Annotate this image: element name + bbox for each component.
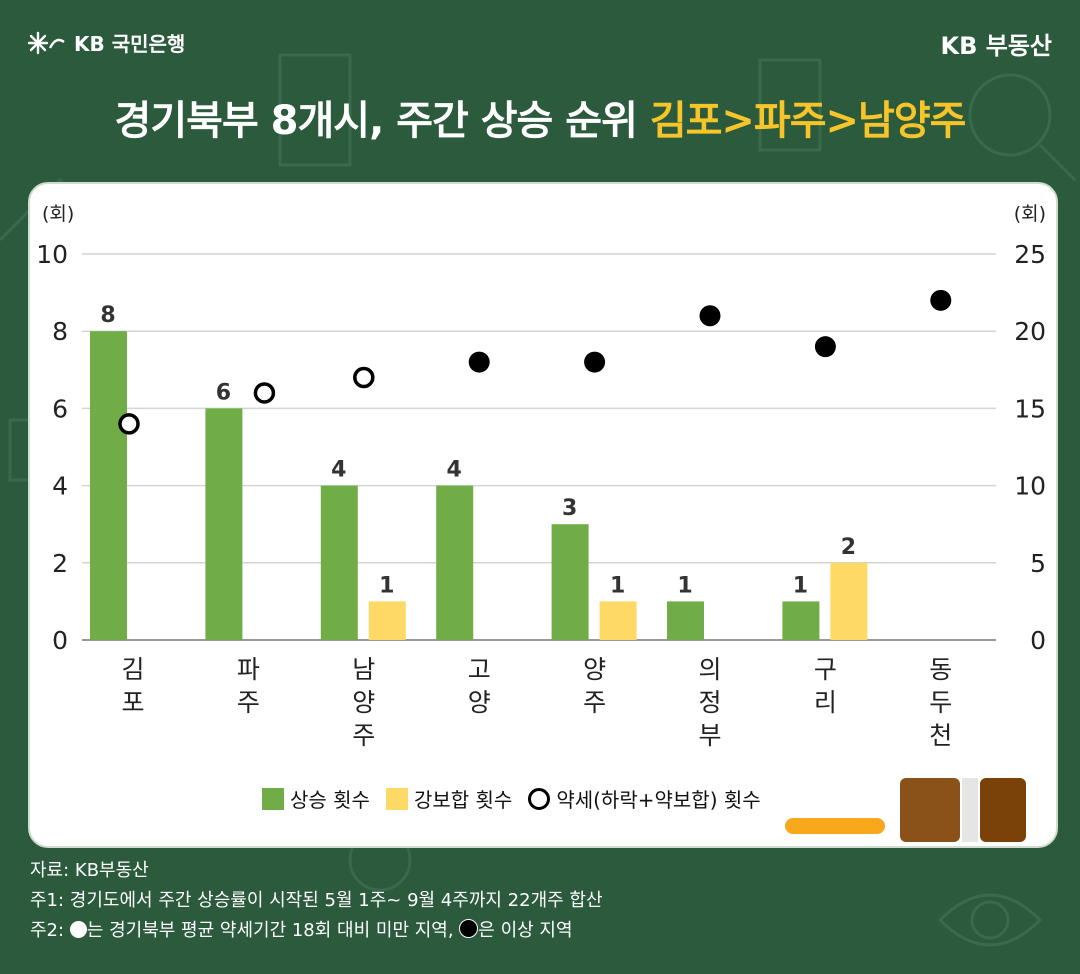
x-tick-label: 파 <box>237 655 260 684</box>
bar-label-flat: 1 <box>379 573 394 598</box>
legend-item-flat: 강보합 횟수 <box>385 784 513 813</box>
y-tick-right: 15 <box>1014 394 1046 423</box>
note-2-prefix: 주2: <box>30 920 70 941</box>
black-dot-icon <box>459 919 479 938</box>
note-2-end: 은 이상 지역 <box>478 920 573 941</box>
bar-label-rise: 4 <box>447 458 462 483</box>
y-tick-right: 0 <box>1030 626 1046 655</box>
y-axis-unit-right: (회) <box>1014 203 1046 225</box>
marker-weak-filled <box>468 351 490 373</box>
legend-marker-weak <box>528 787 551 810</box>
decoration-books-2 <box>900 778 1026 842</box>
x-tick-label: 주 <box>583 688 606 717</box>
x-tick-label: 김 <box>121 655 144 684</box>
y-tick-left: 4 <box>52 472 68 501</box>
y-tick-left: 6 <box>52 394 68 423</box>
marker-weak-filled <box>699 305 721 327</box>
x-tick-label: 두 <box>929 688 952 717</box>
x-tick-label: 동 <box>929 655 952 684</box>
note-2: 주2: 는 경기북부 평균 약세기간 18회 대비 미만 지역, 은 이상 지역 <box>30 916 603 946</box>
x-tick-label: 부 <box>698 721 721 750</box>
y-tick-left: 0 <box>52 626 68 655</box>
legend-swatch-flat <box>385 787 408 810</box>
bar-rise <box>667 601 704 640</box>
marker-weak-hollow <box>253 382 276 404</box>
x-tick-label: 천 <box>929 721 952 750</box>
chart-legend: 상승 횟수 강보합 횟수 약세(하락+약보합) 횟수 <box>262 784 761 813</box>
y-tick-right: 10 <box>1014 472 1046 501</box>
title-main: 경기북부 8개시, 주간 상승 순위 <box>114 98 650 144</box>
kb-bank-logo: KB 국민은행 <box>28 28 185 57</box>
bar-label-rise: 1 <box>793 573 808 598</box>
white-dot-icon <box>69 921 87 938</box>
x-tick-label: 리 <box>814 688 837 717</box>
legend-item-rise: 상승 횟수 <box>262 784 370 813</box>
bar-rise <box>90 331 127 640</box>
bar-label-flat: 2 <box>841 535 856 560</box>
y-tick-right: 5 <box>1030 549 1046 578</box>
footnotes: 자료: KB부동산 주1: 경기도에서 주간 상승률이 시작된 5월 1주~ 9… <box>30 856 603 946</box>
bar-flat <box>368 601 406 640</box>
y-axis-unit-left: (회) <box>42 203 74 225</box>
bar-label-flat: 1 <box>610 573 625 598</box>
bar-rise <box>205 408 243 640</box>
bar-label-rise: 3 <box>562 496 577 521</box>
bar-rise <box>436 485 474 640</box>
bar-label-rise: 1 <box>677 573 692 598</box>
marker-weak-hollow <box>353 366 375 389</box>
bar-flat <box>599 601 637 640</box>
kb-star-icon <box>28 31 65 54</box>
x-tick-label: 주 <box>237 688 260 717</box>
x-tick-label: 양 <box>583 655 606 684</box>
x-tick-label: 남 <box>352 655 375 684</box>
y-tick-right: 25 <box>1014 240 1046 269</box>
x-tick-label: 양 <box>468 688 491 717</box>
x-tick-label: 구 <box>814 655 837 684</box>
chart-card: 0 2 4 6 8 10 0 5 10 15 20 25 (회) (회) 8 김 포 6 파 주 4 1 남 양 주 4 고 양 3 1 양… <box>28 182 1058 848</box>
bar-label-rise: 6 <box>216 380 231 405</box>
bar-rise <box>320 485 358 640</box>
page-title: 경기북부 8개시, 주간 상승 순위 김포>파주>남양주 <box>0 88 1080 146</box>
bar-rise <box>551 524 589 640</box>
marker-weak-filled <box>584 351 606 373</box>
bar-flat <box>830 562 868 640</box>
legend-item-weak: 약세(하락+약보합) 횟수 <box>528 784 761 813</box>
legend-swatch-rise <box>262 787 284 810</box>
legend-label-flat: 강보합 횟수 <box>413 788 513 812</box>
x-tick-label: 정 <box>698 688 721 717</box>
bar-label-rise: 4 <box>331 458 346 483</box>
title-highlight: 김포>파주>남양주 <box>649 98 967 144</box>
marker-weak-hollow <box>118 413 140 435</box>
marker-weak-filled <box>814 336 836 358</box>
bar-label-rise: 8 <box>100 303 115 328</box>
note-2-mid: 는 경기북부 평균 약세기간 18회 대비 미만 지역, <box>86 920 460 941</box>
y-tick-right: 20 <box>1014 317 1046 346</box>
x-tick-label: 양 <box>352 688 375 717</box>
marker-weak-filled <box>930 289 952 311</box>
legend-label-weak: 약세(하락+약보합) 횟수 <box>556 788 761 812</box>
x-tick-label: 고 <box>468 655 491 684</box>
x-tick-label: 의 <box>698 655 721 684</box>
y-tick-left: 10 <box>36 240 68 269</box>
x-tick-label: 포 <box>121 688 144 717</box>
y-tick-left: 8 <box>52 317 68 346</box>
legend-label-rise: 상승 횟수 <box>290 788 370 812</box>
note-1: 주1: 경기도에서 주간 상승률이 시작된 5월 1주~ 9월 4주까지 22개… <box>30 890 603 911</box>
bank-name: KB 국민은행 <box>74 32 186 56</box>
bar-rise <box>782 601 820 640</box>
x-tick-label: 주 <box>352 721 375 750</box>
y-tick-left: 2 <box>52 549 68 578</box>
source-note: 자료: KB부동산 <box>30 860 149 881</box>
brand-name: KB 부동산 <box>940 32 1053 60</box>
